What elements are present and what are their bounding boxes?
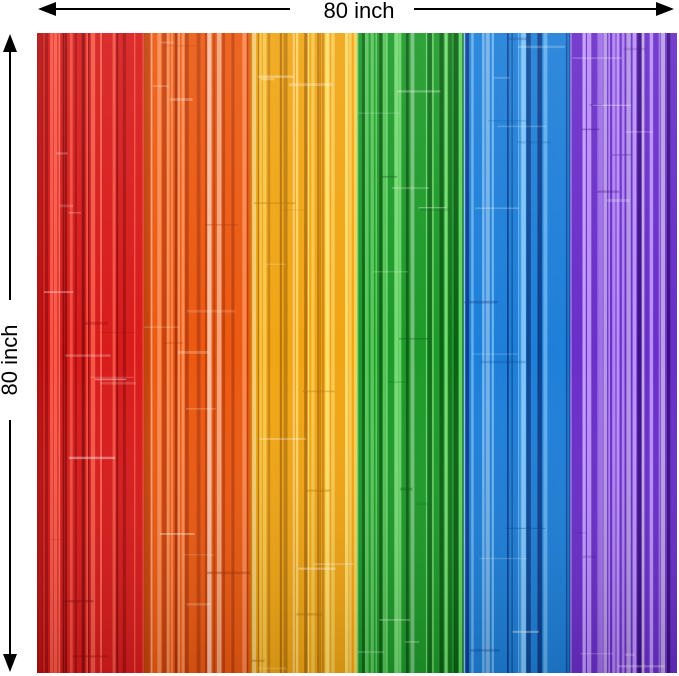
height-arrow-top-head <box>3 34 17 52</box>
height-arrow-bottom-head <box>3 654 17 672</box>
width-arrow-right-head <box>656 2 674 16</box>
foil-fringe-strands <box>37 33 677 673</box>
width-arrow-left-head <box>38 2 56 16</box>
width-dimension-label: 80 inch <box>323 0 395 23</box>
rainbow-foil-curtain-image <box>37 33 677 673</box>
